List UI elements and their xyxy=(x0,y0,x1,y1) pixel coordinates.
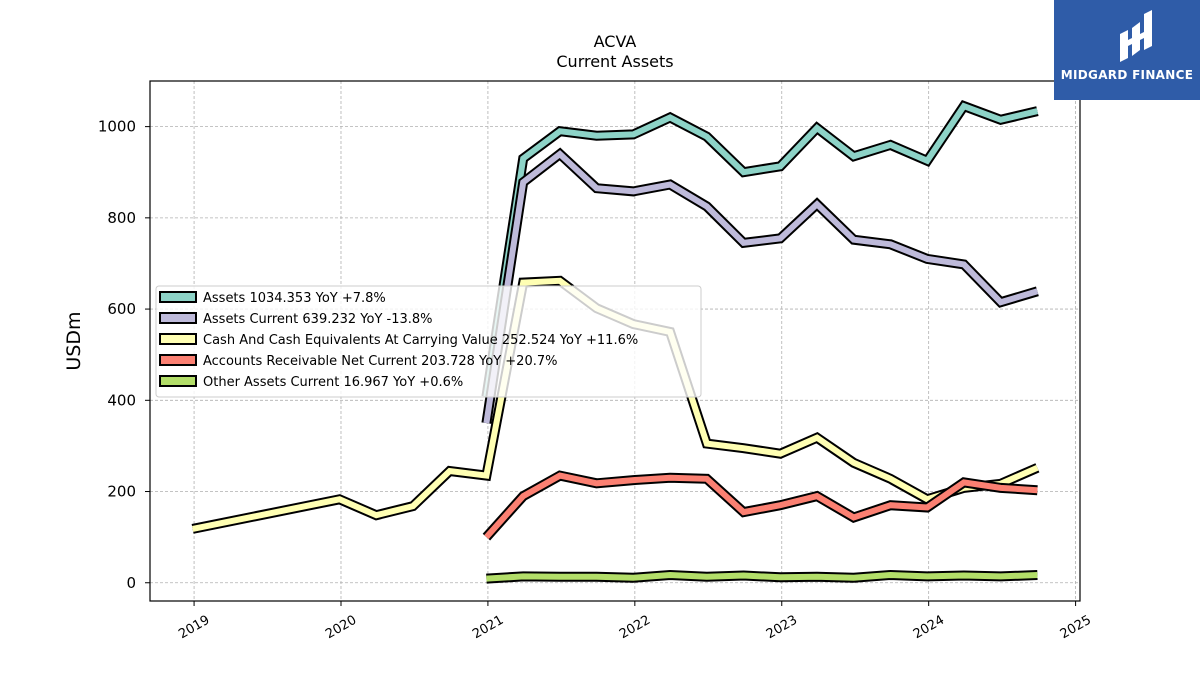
series-line xyxy=(483,102,1039,398)
x-tick-label: 2021 xyxy=(470,613,506,643)
series-1 xyxy=(481,147,1039,424)
y-tick-label: 400 xyxy=(107,391,136,409)
x-tick-label: 2023 xyxy=(764,613,800,643)
y-tick-label: 200 xyxy=(107,483,136,501)
chart-subtitle: Current Assets xyxy=(556,52,674,71)
y-tick-label: 1000 xyxy=(98,118,136,136)
series-3 xyxy=(482,470,1038,541)
legend-box xyxy=(155,285,702,398)
legend-swatch xyxy=(159,312,197,324)
x-tick-label: 2024 xyxy=(911,613,947,643)
x-tick-label: 2025 xyxy=(1058,613,1094,643)
x-tick-label: 2020 xyxy=(323,613,359,643)
series-line xyxy=(484,472,1038,540)
legend-swatch xyxy=(159,291,197,303)
logo-text: MIDGARD FINANCE xyxy=(1060,68,1194,82)
legend-label: Other Assets Current 16.967 YoY +0.6% xyxy=(203,375,463,390)
legend-label: Cash And Cash Equivalents At Carrying Va… xyxy=(203,333,638,348)
y-axis-label: USDm xyxy=(63,311,85,370)
legend-swatch xyxy=(159,375,197,387)
plot-frame xyxy=(149,80,1081,602)
midgard-logo-icon xyxy=(1120,10,1152,62)
x-tick-label: 2022 xyxy=(617,613,653,643)
series-line xyxy=(483,150,1039,424)
y-tick-label: 0 xyxy=(126,574,136,592)
y-tick-label: 600 xyxy=(107,300,136,318)
legend-swatch xyxy=(159,354,197,366)
series-0 xyxy=(481,100,1039,398)
chart-title: ACVA xyxy=(593,32,637,51)
x-tick-label: 2019 xyxy=(176,613,212,643)
legend-label: Assets 1034.353 YoY +7.8% xyxy=(203,291,386,306)
legend-swatch xyxy=(159,333,197,345)
y-tick-label: 800 xyxy=(107,209,136,227)
series-4 xyxy=(486,569,1038,584)
brand-logo: MIDGARD FINANCE xyxy=(1054,0,1200,100)
series-line xyxy=(486,571,1038,582)
legend-label: Assets Current 639.232 YoY -13.8% xyxy=(203,312,433,327)
legend-label: Accounts Receivable Net Current 203.728 … xyxy=(203,354,558,369)
